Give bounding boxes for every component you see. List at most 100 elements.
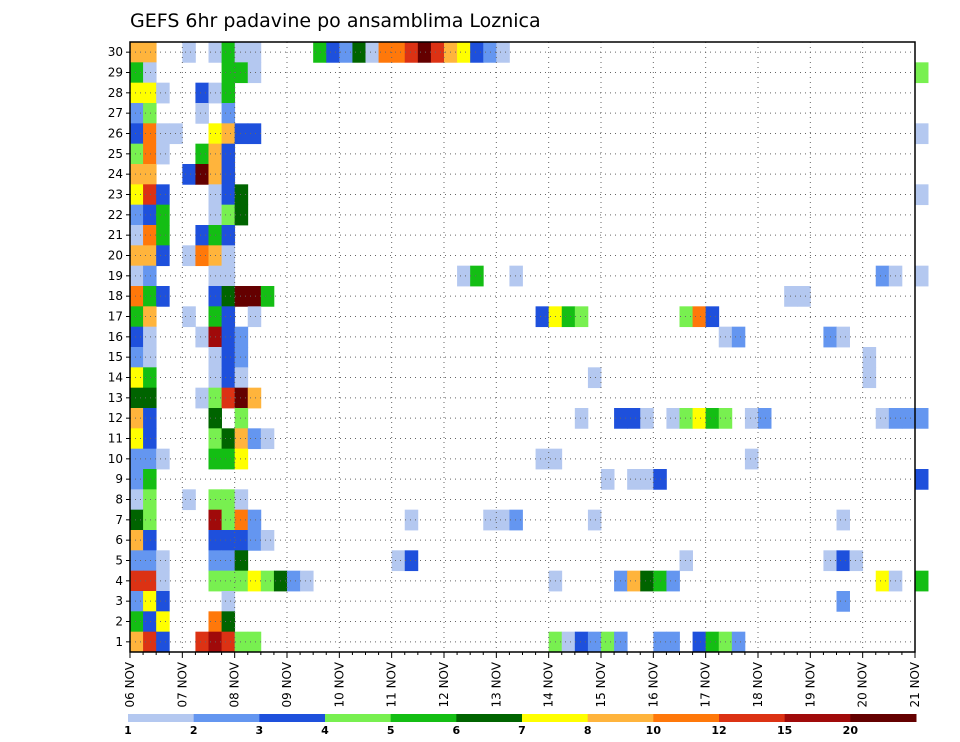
y-tick-label: 27 bbox=[108, 106, 123, 120]
colorbar-label: 8 bbox=[584, 724, 592, 737]
x-tick-label: 20 NOV bbox=[856, 661, 870, 707]
x-tick-label: 16 NOV bbox=[646, 661, 660, 707]
heatmap-cell bbox=[221, 42, 236, 63]
heatmap-cell bbox=[143, 469, 157, 490]
heatmap-cell bbox=[195, 143, 209, 165]
heatmap-cell bbox=[483, 509, 497, 531]
heatmap-cell bbox=[496, 509, 510, 531]
heatmap-cell bbox=[221, 265, 236, 287]
heatmap-cell bbox=[182, 42, 196, 63]
heatmap-cell bbox=[247, 631, 262, 653]
heatmap-cell bbox=[221, 164, 236, 185]
heatmap-cell bbox=[758, 408, 772, 429]
heatmap-cell bbox=[705, 306, 720, 328]
heatmap-cell bbox=[195, 103, 209, 124]
heatmap-cell bbox=[221, 62, 236, 84]
heatmap-cell bbox=[156, 550, 170, 572]
heatmap-cell bbox=[627, 570, 641, 592]
heatmap-cell bbox=[705, 631, 720, 653]
heatmap-cell bbox=[247, 123, 262, 145]
heatmap-cell bbox=[561, 631, 576, 653]
heatmap-cell bbox=[143, 326, 157, 348]
heatmap-cell bbox=[692, 408, 707, 429]
heatmap-cell bbox=[574, 306, 589, 328]
heatmap-cell bbox=[234, 408, 249, 429]
colorbar-swatch bbox=[259, 714, 326, 722]
heatmap-cell bbox=[130, 225, 144, 246]
heatmap-cell bbox=[221, 387, 236, 409]
colorbar-swatch bbox=[784, 714, 851, 722]
heatmap-cell bbox=[143, 143, 157, 165]
heatmap-cell bbox=[234, 184, 249, 206]
heatmap-cell bbox=[156, 123, 170, 145]
heatmap-cell bbox=[130, 245, 144, 267]
heatmap-cell bbox=[156, 286, 170, 307]
colorbar-label: 20 bbox=[843, 724, 859, 737]
heatmap-cell bbox=[457, 265, 471, 287]
heatmap-cell bbox=[156, 570, 170, 592]
y-tick-label: 12 bbox=[108, 411, 123, 425]
heatmap-cell bbox=[404, 509, 419, 531]
heatmap-cell bbox=[470, 42, 484, 63]
heatmap-cell bbox=[326, 42, 340, 63]
heatmap-cell bbox=[679, 306, 693, 328]
heatmap-cell bbox=[143, 550, 157, 572]
colorbar-swatch bbox=[390, 714, 457, 722]
heatmap-cell bbox=[221, 570, 236, 592]
heatmap-cell bbox=[587, 367, 602, 389]
heatmap-cell bbox=[221, 489, 236, 511]
heatmap-cell bbox=[156, 631, 170, 653]
y-tick-label: 11 bbox=[108, 432, 123, 446]
heatmap-cell bbox=[143, 428, 157, 450]
heatmap-cell bbox=[247, 286, 262, 307]
heatmap-cell bbox=[130, 62, 144, 84]
heatmap-cell bbox=[195, 82, 209, 104]
y-tick-label: 22 bbox=[108, 208, 123, 222]
heatmap-cell bbox=[692, 631, 707, 653]
heatmap-cell bbox=[195, 326, 209, 348]
x-axis: 06 NOV 07 NOV 08 NOV 09 NOV 10 NOV 11 NOV 12 N… bbox=[123, 652, 922, 708]
heatmap-cell bbox=[182, 245, 196, 267]
heatmap-cell bbox=[221, 326, 236, 348]
x-tick-label: 07 NOV bbox=[175, 661, 189, 707]
heatmap-cell bbox=[156, 245, 170, 267]
colorbar-swatch bbox=[587, 714, 654, 722]
heatmap-cell bbox=[221, 82, 236, 104]
heatmap-cell bbox=[915, 265, 929, 287]
heatmap-cell bbox=[862, 347, 877, 368]
heatmap-cell bbox=[915, 469, 929, 490]
heatmap-cell bbox=[640, 408, 654, 429]
heatmap-cell bbox=[143, 367, 157, 389]
heatmap-cell bbox=[339, 42, 353, 63]
heatmap-cell bbox=[234, 570, 249, 592]
heatmap-cell bbox=[195, 225, 209, 246]
heatmap-cell bbox=[130, 509, 144, 531]
heatmap-cell bbox=[234, 530, 249, 551]
heatmap-cell bbox=[130, 631, 144, 653]
heatmap-cell bbox=[300, 570, 314, 592]
y-tick-label: 7 bbox=[115, 513, 123, 527]
x-tick-label: 08 NOV bbox=[228, 661, 242, 707]
x-tick-label: 09 NOV bbox=[280, 661, 294, 707]
heatmap-cell bbox=[666, 408, 680, 429]
heatmap-cell bbox=[221, 306, 236, 328]
heatmap-cell bbox=[234, 286, 249, 307]
y-tick-label: 28 bbox=[108, 86, 123, 100]
heatmap-cell bbox=[247, 530, 262, 551]
heatmap-cell bbox=[143, 306, 157, 328]
colorbar-label: 1 bbox=[124, 724, 132, 737]
heatmap-cell bbox=[195, 631, 209, 653]
heatmap-cell bbox=[679, 408, 693, 429]
heatmap-cell bbox=[260, 428, 275, 450]
colorbar-label: 12 bbox=[711, 724, 726, 737]
heatmap-cell bbox=[221, 123, 236, 145]
heatmap-cell bbox=[247, 306, 262, 328]
heatmap-cell bbox=[143, 591, 157, 612]
heatmap-cell bbox=[849, 550, 864, 572]
heatmap-cell bbox=[143, 42, 157, 63]
heatmap-cell bbox=[221, 509, 236, 531]
heatmap-cell bbox=[365, 42, 379, 63]
heatmap-cell bbox=[130, 265, 144, 287]
heatmap-cell bbox=[234, 387, 249, 409]
heatmap-cell bbox=[130, 489, 144, 511]
